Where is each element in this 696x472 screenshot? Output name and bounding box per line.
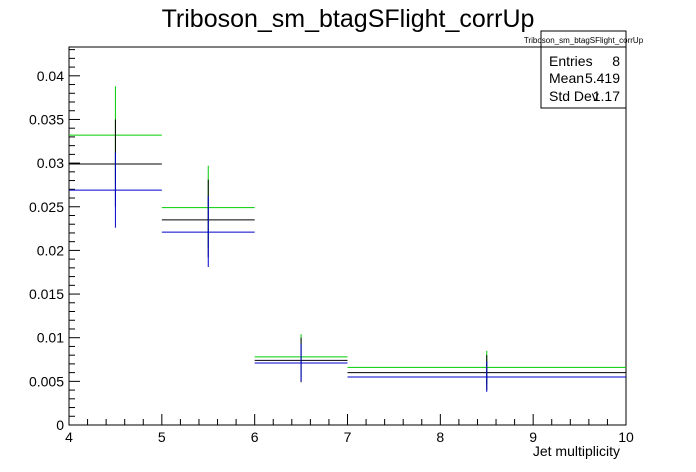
stats-entries-label: Entries — [549, 53, 593, 69]
x-tick-label: 8 — [436, 429, 444, 445]
series-1 — [69, 119, 626, 391]
x-tick-label: 7 — [344, 429, 352, 445]
x-tick-label: 10 — [618, 429, 634, 445]
y-tick-label: 0.03 — [37, 155, 64, 171]
stats-box-title: Triboson_sm_btagSFlight_corrUp — [524, 36, 644, 45]
data-series — [69, 86, 626, 392]
x-tick-label: 5 — [158, 429, 166, 445]
stats-stddev-value: 1.17 — [593, 88, 620, 104]
stats-mean-label: Mean — [549, 70, 584, 86]
stats-box: Triboson_sm_btagSFlight_corrUp Entries 8… — [524, 30, 644, 109]
y-tick-label: 0 — [56, 417, 64, 433]
series-0 — [69, 86, 626, 384]
y-tick-label: 0.04 — [37, 68, 64, 84]
axes: 0 0.005 0.01 0.015 0.02 0.025 0.03 0.035 0.04 4 5 6… — [29, 49, 634, 445]
stats-mean-value: 5.419 — [585, 70, 620, 86]
x-tick-label: 9 — [529, 429, 537, 445]
stats-entries-value: 8 — [612, 53, 620, 69]
y-tick-label: 0.02 — [37, 242, 64, 258]
y-tick-label: 0.015 — [29, 286, 64, 302]
y-tick-label: 0.035 — [29, 111, 64, 127]
chart-title: Triboson_sm_btagSFlight_corrUp — [162, 5, 535, 33]
stats-stddev-label: Std Dev — [549, 88, 599, 104]
y-tick-label: 0.025 — [29, 199, 64, 215]
x-tick-label: 6 — [251, 429, 259, 445]
series-2 — [69, 152, 626, 392]
x-axis-label: Jet multiplicity — [533, 443, 620, 459]
x-tick-label: 4 — [65, 429, 73, 445]
y-tick-label: 0.01 — [37, 330, 64, 346]
y-tick-label: 0.005 — [29, 373, 64, 389]
